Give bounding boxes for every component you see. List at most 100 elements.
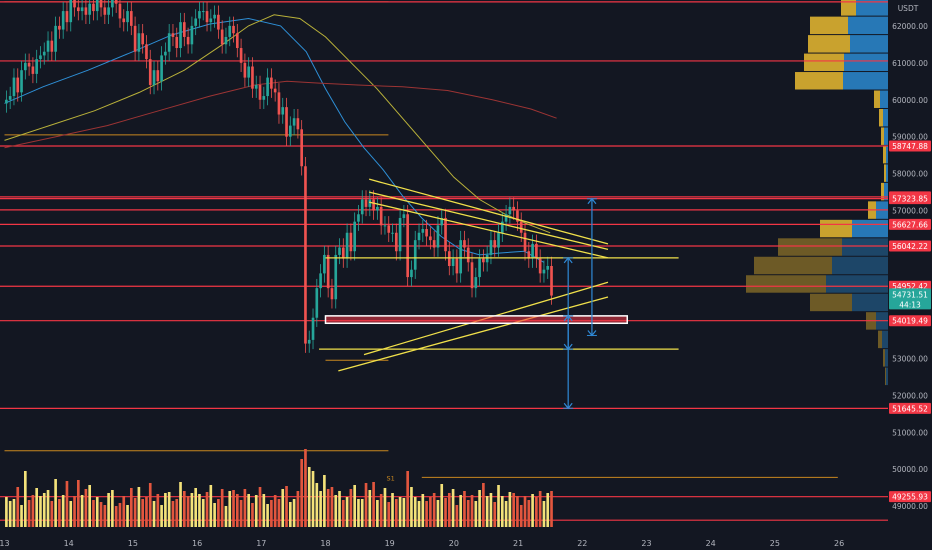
candle-body xyxy=(99,0,103,8)
candle-body xyxy=(429,236,432,241)
volume-bar xyxy=(35,488,39,527)
candle-body xyxy=(254,84,258,89)
level-price-label: 54019.49 xyxy=(892,317,928,326)
profile-bar-gold xyxy=(804,53,844,72)
price-axis[interactable]: 62000.00 61000.00 60000.00 59000.00 58000.00… xyxy=(888,0,932,550)
volume-bar xyxy=(114,506,118,527)
price-tick-label: 60000.00 xyxy=(892,96,928,105)
volume-bar xyxy=(402,498,406,527)
time-tick-label: 14 xyxy=(64,539,74,548)
volume-bar xyxy=(220,489,224,527)
candle-body xyxy=(413,240,417,270)
profile-bar-blue xyxy=(884,127,888,145)
time-tick-label: 23 xyxy=(641,539,651,548)
time-tick-label: 22 xyxy=(577,539,587,548)
candle-body xyxy=(516,210,519,222)
moving-averages xyxy=(4,14,557,263)
candle-body xyxy=(349,232,353,252)
volume-bar xyxy=(421,494,425,527)
candle-body xyxy=(292,118,296,126)
candle-body xyxy=(266,77,269,97)
candle-body xyxy=(232,25,235,34)
time-tick-label: 16 xyxy=(192,539,202,548)
candle-body xyxy=(387,225,391,233)
volume-bar xyxy=(228,491,232,527)
volume-bar xyxy=(364,483,368,527)
candle-body xyxy=(95,0,99,12)
profile-bar-gold xyxy=(881,127,884,145)
volume-bar xyxy=(50,501,54,527)
volume-bar xyxy=(243,489,247,527)
volume-bar xyxy=(440,484,444,527)
profile-bar-gold xyxy=(879,108,883,127)
candle-body xyxy=(258,84,262,100)
candle-body xyxy=(137,33,141,52)
candle-body xyxy=(330,288,334,300)
candle-body xyxy=(307,339,311,344)
candle-body xyxy=(546,266,550,270)
candle-body xyxy=(436,225,440,248)
candle-body xyxy=(247,66,250,78)
candle-body xyxy=(432,240,436,248)
candle-body xyxy=(164,51,167,56)
volume-bar xyxy=(451,489,455,527)
volume-bar xyxy=(482,483,485,527)
measure-arrow-head xyxy=(563,256,573,264)
volume-bar xyxy=(357,499,360,527)
candle-body xyxy=(80,7,84,12)
candle-body xyxy=(171,33,175,37)
candle-body xyxy=(209,18,213,23)
candle-body xyxy=(402,214,406,218)
profile-bar-gold xyxy=(885,367,886,386)
volume-bar xyxy=(145,497,148,527)
volume-bar xyxy=(425,501,428,527)
volume-bar xyxy=(61,495,65,527)
profile-bar-blue xyxy=(856,0,888,16)
candle-body xyxy=(243,62,247,78)
profile-bar-blue xyxy=(850,35,888,53)
candle-body xyxy=(508,206,512,215)
profile-bar-gold xyxy=(810,293,852,312)
candle-body xyxy=(133,25,137,52)
volume-bar xyxy=(353,485,356,527)
volume-bar xyxy=(58,499,61,527)
time-axis[interactable]: 13 14 15 16 17 18 19 20 21 22 23 24 25 26 xyxy=(0,534,932,550)
volume-bar xyxy=(398,497,402,527)
volume-bar xyxy=(296,491,300,527)
candle-body xyxy=(262,96,266,100)
candle-body xyxy=(46,40,50,52)
ma-red-line xyxy=(4,80,557,149)
candle-body xyxy=(23,62,27,71)
candle-body xyxy=(270,77,273,89)
volume-bar xyxy=(99,502,103,527)
candle-body xyxy=(391,232,394,234)
candle-body xyxy=(141,33,144,45)
candle-body xyxy=(50,40,54,52)
volume-bar xyxy=(523,496,527,527)
candle-body xyxy=(145,44,148,60)
volume-bar xyxy=(80,495,84,527)
volume-bar xyxy=(508,492,512,527)
level-price-tag xyxy=(889,218,931,230)
candle-body xyxy=(459,240,462,274)
volume-bar xyxy=(118,503,122,527)
annotation-s1: S1 xyxy=(386,474,394,482)
profile-bar-blue xyxy=(885,349,888,367)
time-tick-label: 19 xyxy=(385,539,395,548)
profile-bar-blue xyxy=(842,238,888,256)
candle-body xyxy=(148,59,152,85)
horizontal-levels xyxy=(0,1,888,521)
candle-body xyxy=(5,99,8,104)
volume-bar xyxy=(516,496,519,527)
price-tick-label: 51000.00 xyxy=(892,428,928,437)
candle-body xyxy=(42,51,46,56)
candle-body xyxy=(88,3,92,15)
candle-body xyxy=(103,7,107,15)
candle-body xyxy=(58,25,61,30)
volume-bar xyxy=(273,495,277,527)
profile-bar-gold xyxy=(810,16,848,35)
candle-body xyxy=(383,225,387,227)
volume-bar xyxy=(133,498,137,527)
candle-body xyxy=(364,199,368,207)
